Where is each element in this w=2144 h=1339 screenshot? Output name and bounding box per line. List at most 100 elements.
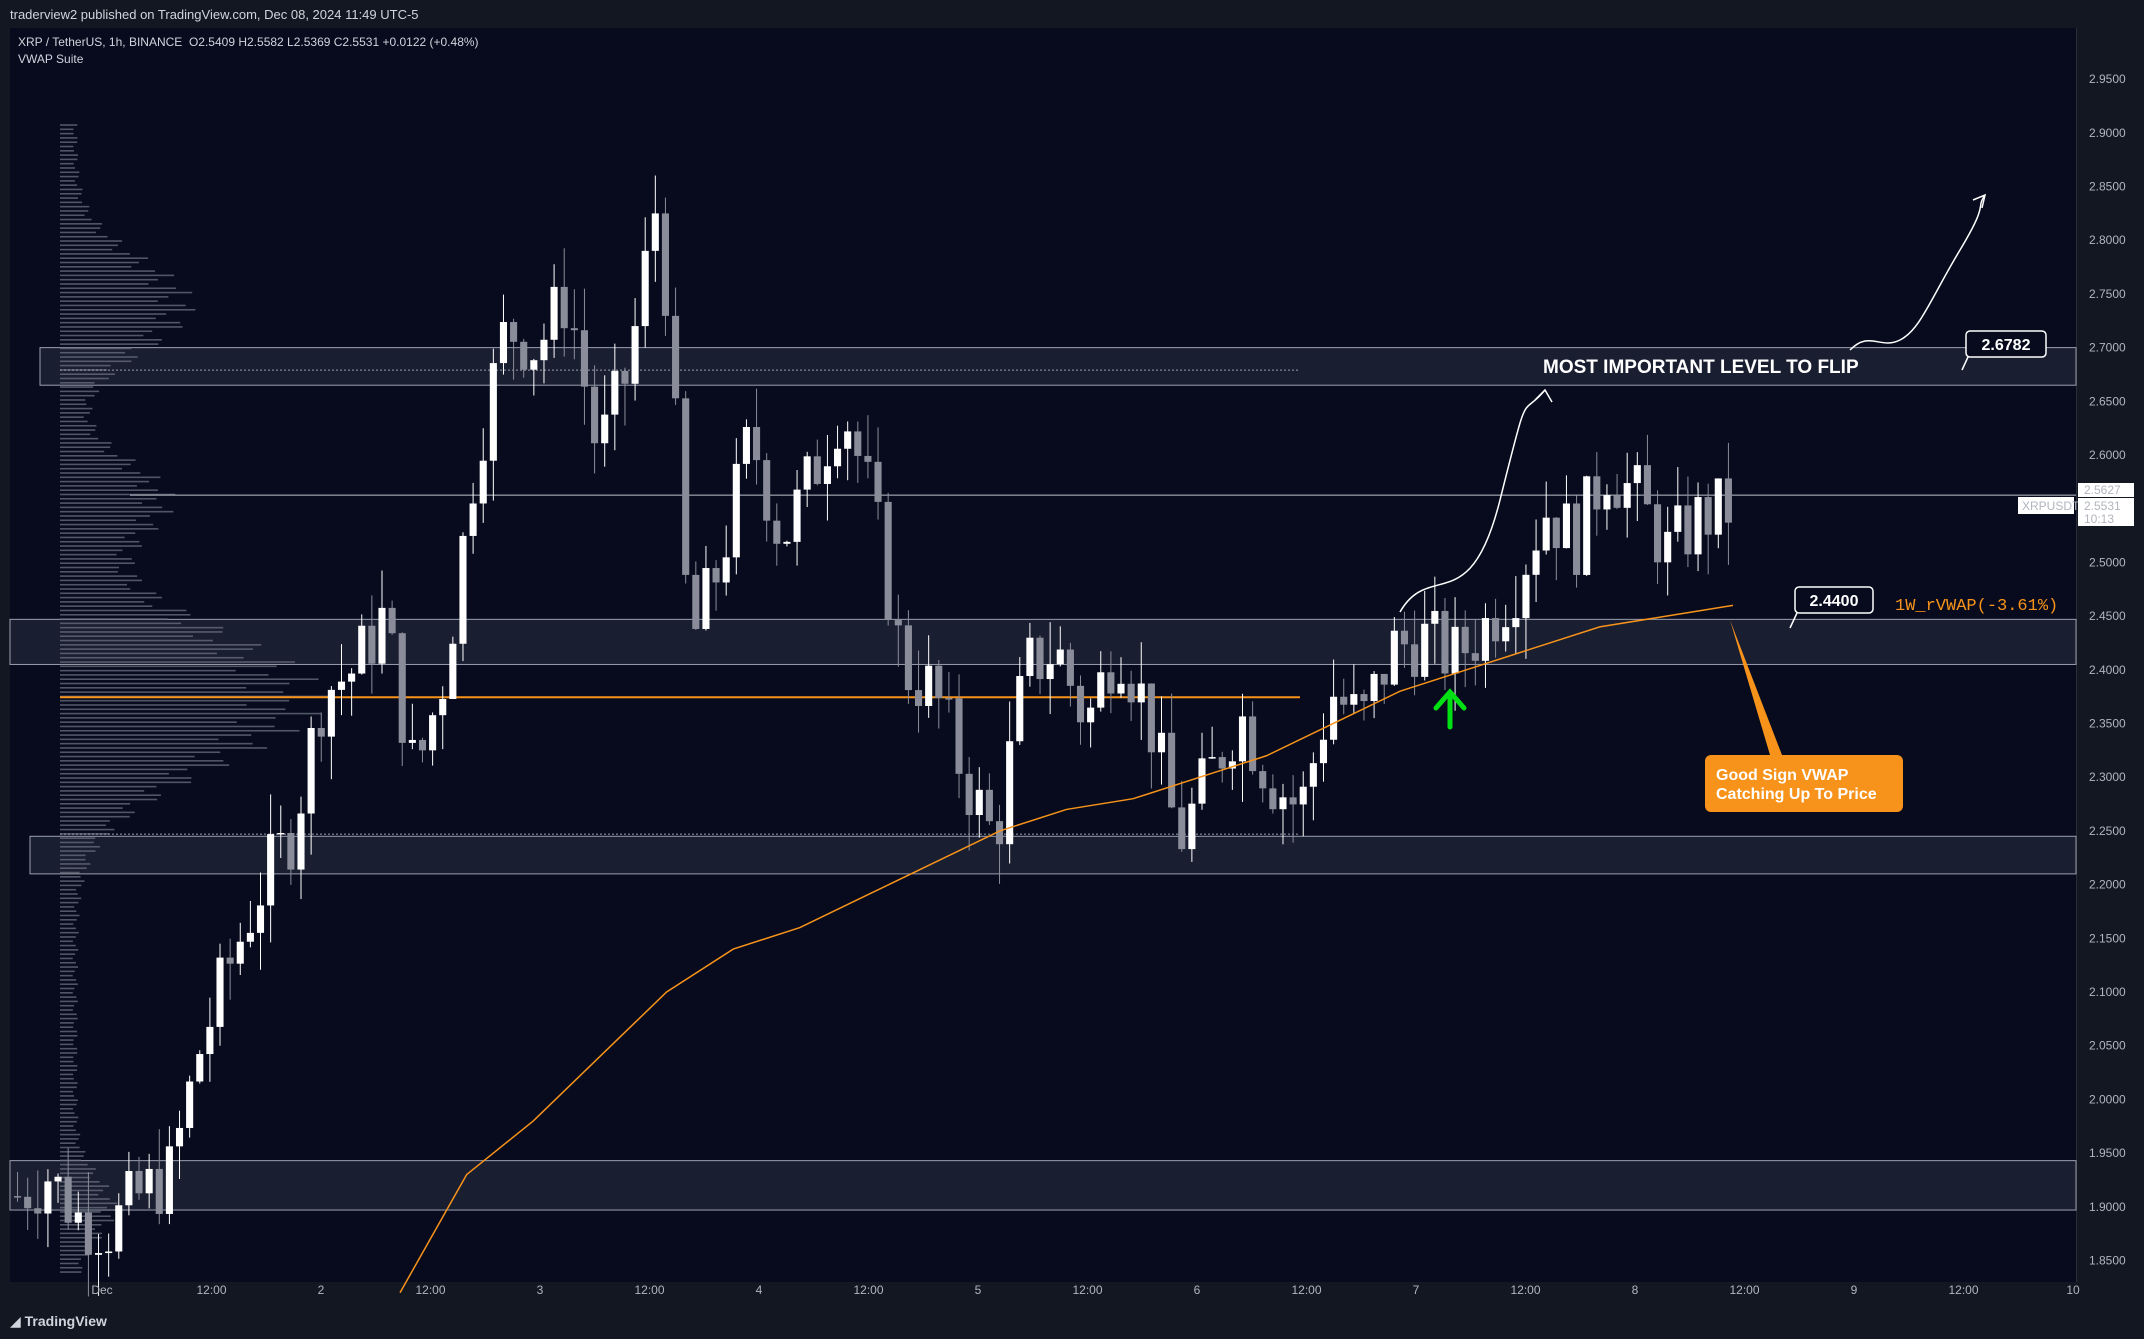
price-tick-label: 2.9000 <box>2089 126 2126 140</box>
volume-profile-bar <box>60 1163 88 1166</box>
candle-body <box>44 1181 52 1214</box>
candle-body <box>368 625 376 664</box>
price-tick-label: 2.9500 <box>2089 72 2126 86</box>
candle-body <box>1512 618 1520 628</box>
volume-profile-bar <box>60 1112 75 1114</box>
last-price-tag <box>2078 498 2134 526</box>
time-axis[interactable] <box>10 1282 2076 1304</box>
candle-body <box>651 213 659 251</box>
volume-profile-bar <box>60 699 290 702</box>
candle-body <box>287 832 295 870</box>
volume-profile-bar <box>60 725 275 728</box>
volume-profile-bar <box>60 824 106 827</box>
candle-body <box>803 456 811 490</box>
volume-profile-bar <box>60 1099 78 1102</box>
legend-symbol[interactable]: XRP / TetherUS, 1h, BINANCE <box>18 35 183 49</box>
volume-profile-bar <box>60 416 84 418</box>
volume-profile-bar <box>60 265 132 268</box>
volume-profile-bar <box>60 455 118 457</box>
volume-profile-bar <box>60 987 75 990</box>
projection-path <box>1849 194 1986 351</box>
volume-profile-bar <box>60 201 83 204</box>
candle-body <box>54 1176 62 1182</box>
candle-body <box>348 673 356 682</box>
volume-profile-bar <box>60 802 131 805</box>
candle-body <box>1360 694 1368 702</box>
volume-profile-bar <box>60 910 77 912</box>
candle-body <box>1664 531 1672 563</box>
candle-body <box>692 574 700 629</box>
annotation-level-flip: MOST IMPORTANT LEVEL TO FLIP <box>1543 357 1859 378</box>
sr-zone <box>9 1160 2077 1211</box>
volume-profile-bar <box>60 446 111 449</box>
volume-profile-bar <box>60 1082 78 1084</box>
footer: ◢ TradingView <box>0 1304 2144 1339</box>
sr-zone <box>39 347 2077 386</box>
volume-profile-bar <box>60 399 86 401</box>
volume-profile-bar <box>60 1047 78 1050</box>
volume-profile-bar <box>60 588 131 590</box>
candle-body <box>175 1127 184 1147</box>
volume-profile-bar <box>60 897 82 900</box>
candle-body <box>955 698 963 774</box>
volume-profile-bar <box>60 691 284 693</box>
volume-profile-bar <box>60 476 161 479</box>
volume-profile-bar <box>60 635 193 638</box>
candle-body <box>732 463 740 558</box>
candle-body <box>570 328 578 331</box>
candle-body <box>894 619 902 626</box>
candle-body <box>844 431 852 449</box>
volume-profile-bar <box>60 893 78 895</box>
volume-profile-bar <box>60 506 163 509</box>
volume-profile-bar <box>60 970 75 973</box>
candle-body <box>1704 497 1712 535</box>
candle-body <box>277 832 285 835</box>
volume-profile-bar <box>60 132 74 135</box>
candle-body <box>1198 758 1206 804</box>
volume-profile-bar <box>60 188 83 191</box>
candle-body <box>115 1205 123 1252</box>
time-tick-label: 7 <box>1413 1283 1420 1297</box>
volume-profile-bar <box>60 308 196 311</box>
level-value-pointer <box>1961 356 1969 371</box>
tradingview-logo[interactable]: ◢ TradingView <box>10 1313 107 1329</box>
candle-body <box>1724 478 1732 523</box>
volume-profile-bar <box>60 257 149 260</box>
volume-profile-bar <box>60 300 158 302</box>
volume-profile-bar <box>60 510 174 513</box>
volume-profile-bar <box>60 205 90 208</box>
candle-body <box>783 541 791 544</box>
candle-body <box>975 789 983 816</box>
volume-profile-bar <box>60 850 96 852</box>
volume-profile-bar <box>60 549 123 552</box>
candle-body <box>1562 503 1570 549</box>
volume-profile-bar <box>60 330 153 333</box>
volume-profile-bar <box>60 837 96 839</box>
volume-profile-bar <box>60 811 135 814</box>
volume-profile-bar <box>60 291 193 294</box>
candle-body <box>1178 807 1186 850</box>
candle-body <box>1269 788 1277 810</box>
candle-body <box>945 698 953 700</box>
vwap-line <box>399 604 1734 1294</box>
time-tick-label: 12:00 <box>1291 1283 1321 1297</box>
volume-profile-bar <box>60 742 253 745</box>
candle-body <box>1623 483 1631 508</box>
price-tick-label: 2.4500 <box>2089 609 2126 623</box>
price-axis[interactable] <box>2076 28 2144 1282</box>
volume-profile-bar <box>60 884 82 887</box>
volume-profile-bar <box>60 957 73 960</box>
volume-profile-bar <box>60 755 195 758</box>
volume-profile-bar <box>60 729 300 732</box>
volume-profile-bar <box>60 863 91 865</box>
candle-body <box>84 1212 92 1255</box>
volume-profile-bar <box>60 734 252 736</box>
price-tick-label: 2.5000 <box>2089 555 2126 569</box>
volume-profile-bar <box>60 1108 73 1110</box>
price-tick-label: 2.8500 <box>2089 180 2126 194</box>
volume-profile-bar <box>60 648 253 650</box>
legend-indicator[interactable]: VWAP Suite <box>18 52 84 66</box>
volume-profile-bar <box>60 751 221 754</box>
price-tick-label: 1.8500 <box>2089 1254 2126 1268</box>
